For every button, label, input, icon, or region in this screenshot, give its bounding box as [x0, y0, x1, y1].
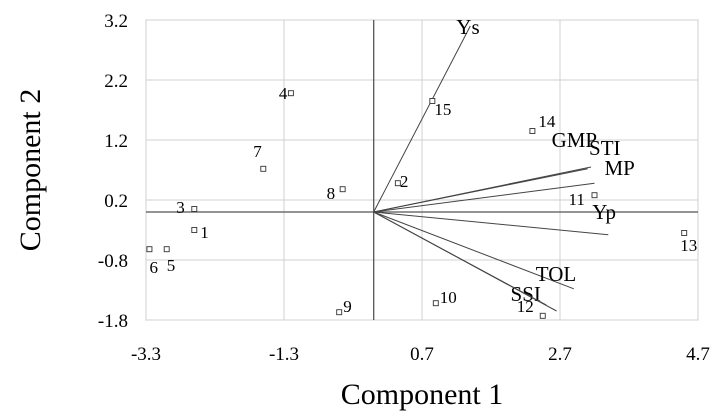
- score-point-label: 13: [680, 236, 697, 255]
- zero-axes: [146, 20, 698, 320]
- score-point-label: 12: [517, 297, 534, 316]
- x-axis-title: Component 1: [341, 378, 504, 411]
- score-point-marker: [591, 192, 598, 199]
- vector-label: STI: [589, 136, 621, 160]
- score-point-marker: [432, 300, 439, 307]
- score-point-marker: [146, 246, 153, 253]
- x-tick-label: 4.7: [686, 344, 710, 365]
- score-point-label: 6: [149, 258, 158, 277]
- score-point-marker: [336, 309, 343, 316]
- vector-label: GMP: [552, 128, 598, 152]
- vector-line: [373, 182, 595, 213]
- vector-line: [373, 211, 574, 290]
- vector-line: [373, 211, 547, 306]
- grid-lines: [145, 19, 699, 321]
- y-tick-label: 1.2: [104, 131, 128, 152]
- x-tick-label: 2.7: [548, 344, 572, 365]
- vector-line: [373, 166, 592, 213]
- score-point-label: 10: [440, 288, 457, 307]
- vector-label: Ys: [456, 15, 479, 39]
- score-point-label: 15: [434, 100, 451, 119]
- score-point-label: 4: [279, 84, 288, 103]
- score-point-label: 11: [569, 190, 585, 209]
- vector-label: TOL: [536, 262, 576, 286]
- y-tick-label: -0.8: [98, 251, 128, 272]
- score-point-marker: [681, 230, 688, 236]
- vector-label: MP: [605, 156, 635, 180]
- score-point-marker: [429, 98, 436, 104]
- tick-labels: -3.3 -1.3 0.7 2.7 4.7 3.2 2.2 1.2 0.2 -0.8 -1.8: [98, 11, 710, 365]
- y-tick-label: -1.8: [98, 311, 128, 332]
- x-tick-label: -3.3: [131, 344, 161, 365]
- vector-label: Yp: [592, 200, 616, 224]
- y-tick-label: 2.2: [104, 71, 128, 92]
- score-point-marker: [163, 246, 170, 253]
- y-tick-label: 0.2: [104, 191, 128, 212]
- x-tick-label: -1.3: [269, 344, 299, 365]
- score-point-marker: [260, 165, 267, 172]
- score-point-label: 14: [538, 112, 556, 131]
- vector-line: [373, 211, 609, 236]
- score-point-marker: [529, 128, 536, 134]
- score-point-label: 2: [400, 172, 409, 191]
- vector-line: [373, 25, 471, 213]
- y-axis-title: Component 2: [14, 89, 47, 252]
- loading-vectors: YsGMPSTIMPYpTOLSSI: [373, 15, 635, 312]
- score-point-marker: [394, 180, 401, 187]
- score-point-label: 1: [200, 223, 209, 242]
- score-point-label: 9: [343, 297, 352, 316]
- score-point-marker: [339, 186, 346, 193]
- x-tick-label: 0.7: [410, 344, 434, 365]
- score-point-marker: [539, 312, 546, 319]
- score-point-marker: [191, 206, 198, 212]
- score-point-label: 3: [176, 198, 185, 217]
- y-tick-label: 3.2: [104, 11, 128, 32]
- score-point-marker: [287, 90, 294, 97]
- score-point-label: 5: [167, 256, 176, 275]
- score-point-marker: [191, 227, 198, 233]
- score-point-label: 7: [253, 142, 262, 161]
- score-point-label: 8: [327, 184, 336, 203]
